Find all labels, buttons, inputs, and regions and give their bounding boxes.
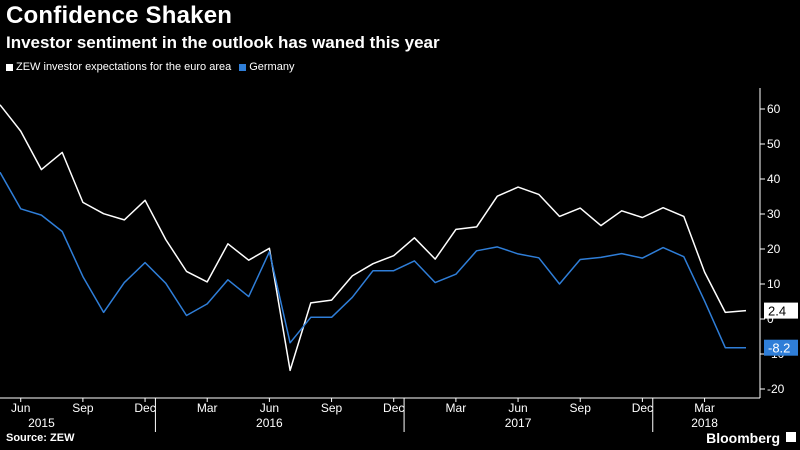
year-label: 2016	[256, 416, 283, 430]
legend: ZEW investor expectations for the euro a…	[6, 61, 294, 73]
x-tick-label: Mar	[197, 401, 218, 415]
x-tick-label: Sep	[72, 401, 94, 415]
legend-item-germany: Germany	[239, 61, 294, 73]
end-label-euro: 2.4	[768, 304, 786, 319]
y-tick-label: 0	[767, 312, 774, 326]
y-tick-label: 10	[767, 277, 781, 291]
year-label: 2017	[505, 416, 532, 430]
year-label: 2018	[691, 416, 718, 430]
series-line-germany	[0, 171, 746, 349]
x-tick-label: Jun	[11, 401, 30, 415]
y-tick-label: 30	[767, 207, 781, 221]
end-label-germany: -8.2	[768, 341, 790, 356]
brand-corner-icon	[786, 432, 796, 442]
chart-title: Confidence Shaken	[6, 2, 233, 29]
end-label-box-germany	[764, 339, 798, 356]
y-tick-label: 60	[767, 102, 781, 116]
year-label: 2015	[28, 416, 55, 430]
x-tick-label: Jun	[508, 401, 527, 415]
x-tick-label: Mar	[446, 401, 467, 415]
x-tick-label: Sep	[570, 401, 592, 415]
x-tick-label: Jun	[260, 401, 279, 415]
legend-label-euro: ZEW investor expectations for the euro a…	[16, 61, 232, 73]
series-line-euro	[0, 104, 747, 372]
source-note: Source: ZEW	[6, 432, 75, 444]
brand-logo-text: Bloomberg	[706, 430, 780, 446]
chart-subtitle: Investor sentiment in the outlook has wa…	[6, 33, 440, 52]
x-tick-label: Dec	[134, 401, 155, 415]
y-tick-label: 50	[767, 137, 781, 151]
end-label-box-euro	[764, 302, 798, 319]
x-tick-label: Sep	[321, 401, 343, 415]
y-tick-label: 20	[767, 242, 781, 256]
y-tick-label: -20	[767, 382, 785, 396]
x-tick-label: Mar	[694, 401, 715, 415]
x-tick-label: Dec	[383, 401, 404, 415]
x-tick-label: Dec	[632, 401, 653, 415]
legend-swatch-germany	[239, 63, 247, 71]
legend-swatch-euro	[6, 63, 13, 71]
legend-item-euro: ZEW investor expectations for the euro a…	[6, 61, 231, 73]
legend-label-germany: Germany	[249, 61, 295, 73]
y-tick-label: 40	[767, 172, 781, 186]
